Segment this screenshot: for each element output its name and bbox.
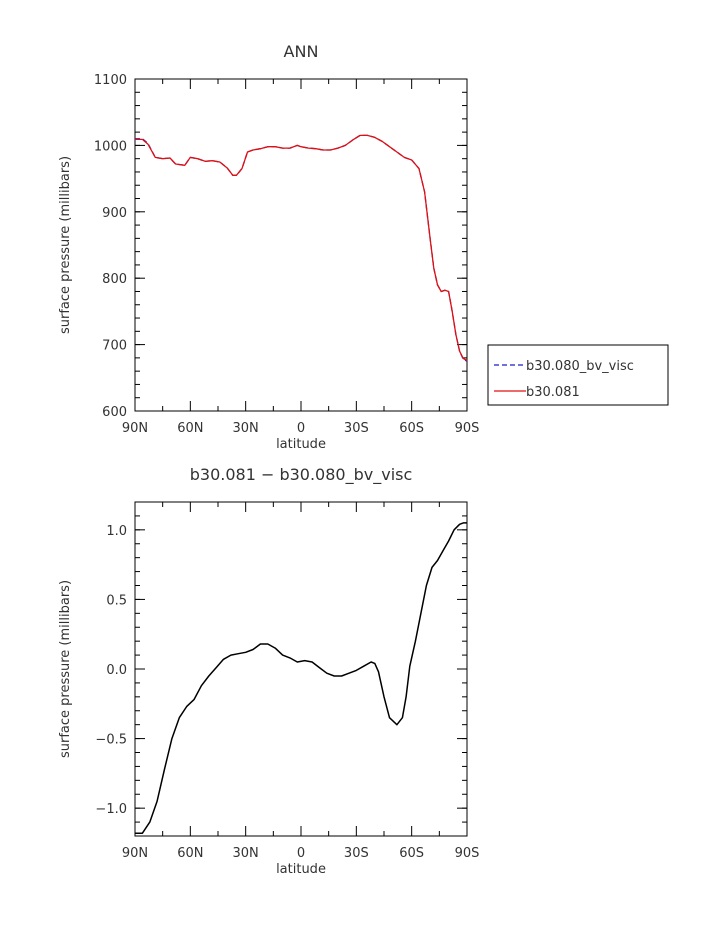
y-tick-label: −0.5 bbox=[95, 733, 127, 748]
x-tick-label: 90N bbox=[122, 421, 148, 436]
y-axis-label: surface pressure (millibars) bbox=[58, 156, 73, 334]
x-tick-label: 90S bbox=[455, 421, 480, 436]
x-tick-label: 60N bbox=[177, 846, 203, 861]
x-tick-label: 30S bbox=[344, 846, 369, 861]
x-tick-label: 0 bbox=[297, 846, 305, 861]
y-tick-label: −1.0 bbox=[95, 802, 127, 817]
x-tick-label: 60N bbox=[177, 421, 203, 436]
x-axis-label: latitude bbox=[276, 862, 326, 877]
chart-bottom-difference: 90N 60N 30N 0 30S 60S 90S −1.0 −0.5 0.0 0.5 1.0 b30.… bbox=[58, 465, 479, 877]
chart-title: b30.081 − b30.080_bv_visc bbox=[190, 465, 413, 485]
x-tick-label: 60S bbox=[399, 421, 424, 436]
y-tick-label: 1100 bbox=[94, 73, 127, 88]
legend-box bbox=[487, 344, 669, 406]
legend-label: b30.081 bbox=[526, 385, 580, 400]
legend: b30.080_bv_visc b30.081 bbox=[487, 344, 669, 406]
plot-frame bbox=[134, 78, 468, 412]
y-tick-label: 700 bbox=[102, 339, 127, 354]
y-tick-label: 800 bbox=[102, 272, 127, 287]
chart-top-surface-pressure: 90N 60N 30N 0 30S 60S 90S 600 700 800 900 1000 1100 A… bbox=[58, 42, 669, 452]
y-tick-label: 1000 bbox=[94, 139, 127, 154]
y-tick-label: 900 bbox=[102, 206, 127, 221]
y-tick-label: 1.0 bbox=[106, 524, 127, 539]
y-axis-label: surface pressure (millibars) bbox=[58, 580, 73, 758]
y-tick-label: 0.5 bbox=[106, 593, 127, 608]
chart-title: ANN bbox=[284, 42, 319, 61]
legend-label: b30.080_bv_visc bbox=[526, 359, 634, 374]
x-tick-label: 30N bbox=[233, 421, 259, 436]
plot-frame bbox=[134, 501, 468, 837]
x-tick-label: 90S bbox=[455, 846, 480, 861]
series-line-1 bbox=[135, 134, 468, 362]
series-line-0 bbox=[135, 134, 468, 362]
y-tick-label: 0.0 bbox=[106, 663, 127, 678]
x-tick-label: 30N bbox=[233, 846, 259, 861]
x-tick-label: 60S bbox=[399, 846, 424, 861]
x-tick-label: 30S bbox=[344, 421, 369, 436]
x-tick-label: 0 bbox=[297, 421, 305, 436]
x-tick-label: 90N bbox=[122, 846, 148, 861]
y-tick-label: 600 bbox=[102, 405, 127, 420]
x-axis-label: latitude bbox=[276, 437, 326, 452]
series-line-0 bbox=[135, 522, 467, 834]
